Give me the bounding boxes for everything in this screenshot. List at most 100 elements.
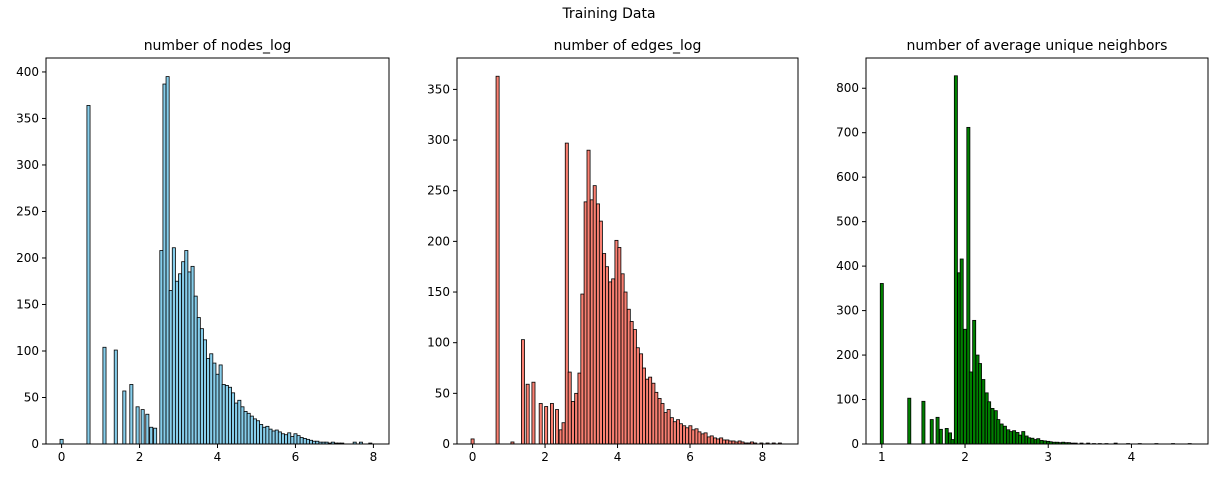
histogram-bar	[654, 391, 659, 445]
histogram-bar	[140, 409, 145, 445]
histogram-bar	[635, 347, 640, 445]
histogram-bar	[666, 409, 671, 445]
histogram-bar	[550, 403, 554, 445]
x-tick-label: 6	[686, 450, 694, 464]
y-tick-label: 800	[836, 81, 859, 95]
histogram-bar	[231, 392, 236, 445]
y-tick-label: 100	[427, 336, 450, 350]
histogram-bar	[1003, 425, 1007, 445]
histogram-bar	[715, 438, 720, 445]
y-tick-label: 0	[851, 437, 859, 451]
chart-title: number of average unique neighbors	[907, 38, 1168, 54]
histogram-bar	[642, 367, 646, 445]
x-tick-label: 2	[136, 450, 144, 464]
x-tick-label: 4	[614, 450, 622, 464]
histogram-bar	[234, 402, 239, 445]
histogram-bar	[1012, 430, 1017, 445]
y-tick-label: 250	[427, 184, 450, 198]
histogram-bar	[963, 328, 967, 445]
histogram-bar	[571, 401, 575, 445]
x-tick-label: 8	[370, 450, 378, 464]
histogram-bar	[907, 397, 912, 445]
histogram-bar	[187, 271, 192, 445]
histogram-bar	[113, 349, 118, 445]
x-tick-label: 1	[878, 450, 886, 464]
histogram-bar	[174, 280, 179, 445]
histogram-bar	[193, 295, 198, 445]
histogram-bar	[284, 434, 289, 445]
histogram-bar	[555, 409, 559, 445]
histogram-bar	[567, 371, 572, 445]
histogram-bar	[580, 293, 585, 445]
x-tick-label: 0	[469, 450, 477, 464]
y-tick-label: 150	[427, 285, 450, 299]
histogram-bar	[135, 406, 140, 445]
y-tick-label: 400	[16, 65, 39, 79]
histogram-bar	[199, 328, 204, 445]
histogram-bar	[672, 421, 677, 445]
histogram-bar	[228, 386, 232, 445]
histogram-bar	[611, 278, 616, 445]
histogram-bar	[531, 381, 536, 445]
histogram-bar	[944, 428, 949, 445]
histogram-bar	[709, 435, 714, 445]
histogram-bar	[243, 411, 248, 445]
histogram-bar	[525, 383, 530, 445]
histogram-bar	[102, 346, 107, 445]
y-tick-label: 300	[427, 133, 450, 147]
histogram-bar	[592, 185, 597, 445]
histogram-bar	[237, 399, 242, 445]
y-tick-label: 200	[836, 348, 859, 362]
x-tick-label: 4	[1128, 450, 1136, 464]
histogram-bar	[252, 418, 257, 445]
y-tick-label: 500	[836, 215, 859, 229]
histogram-bar	[959, 258, 964, 445]
y-tick-label: 50	[24, 390, 39, 404]
histogram-bar	[262, 426, 267, 445]
x-tick-label: 2	[961, 450, 969, 464]
histogram-bar	[293, 433, 298, 445]
histogram-bar	[544, 406, 549, 445]
y-tick-label: 100	[836, 393, 859, 407]
histogram-panel-1: number of nodes_log 0 2 4 6 8 0 50 100 150 200 250 3…	[16, 38, 390, 464]
y-tick-label: 0	[31, 437, 39, 451]
histogram-bar	[538, 403, 543, 445]
histogram-bar	[495, 75, 500, 445]
histogram-bar	[153, 427, 158, 445]
histogram-bar	[629, 321, 634, 445]
histogram-bar	[162, 83, 167, 445]
histogram-bar	[249, 415, 254, 445]
histogram-bar	[271, 430, 276, 445]
histogram-bar	[1021, 431, 1026, 445]
y-tick-label: 50	[435, 386, 450, 400]
histogram-bar	[987, 401, 992, 445]
x-tick-label: 4	[214, 450, 222, 464]
histogram-bar	[722, 439, 727, 445]
x-tick-label: 6	[292, 450, 300, 464]
histogram-bar	[296, 435, 301, 445]
histogram-bar	[999, 423, 1004, 445]
axes-frame	[865, 57, 1209, 445]
histogram-bar	[212, 362, 217, 445]
histogram-bar	[290, 436, 295, 445]
histogram-bar	[145, 413, 150, 445]
histogram-bar	[703, 432, 708, 445]
histogram-bar	[246, 412, 251, 445]
histogram-bar	[181, 261, 186, 445]
histogram-bar	[302, 438, 307, 445]
histogram-bar	[122, 390, 127, 445]
figure-suptitle: Training Data	[562, 6, 656, 22]
histogram-bar	[586, 149, 591, 445]
histogram-bar	[178, 273, 183, 445]
histogram-bar	[171, 247, 176, 445]
histogram-bar	[203, 339, 207, 445]
histogram-bar	[1018, 434, 1022, 445]
histogram-bar	[206, 358, 211, 445]
histogram-panel-3: number of average unique neighbors 1 2 3 4 0 1…	[836, 38, 1209, 464]
histogram-bar	[996, 419, 1001, 445]
histogram-bar	[660, 403, 665, 445]
histogram-bar	[190, 265, 195, 445]
histogram-bar	[299, 437, 304, 445]
histogram-bar	[218, 364, 223, 445]
